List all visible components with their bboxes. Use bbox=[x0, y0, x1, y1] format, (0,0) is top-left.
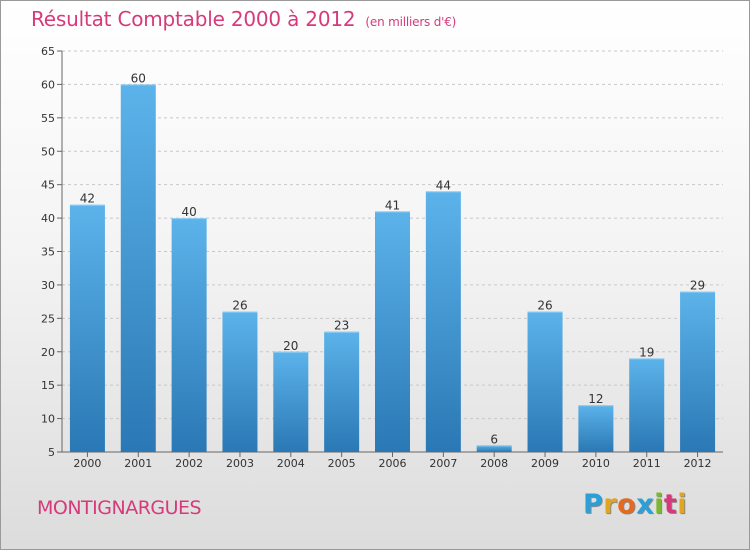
y-tick-label: 30 bbox=[41, 279, 55, 292]
y-tick-label: 25 bbox=[41, 312, 55, 325]
data-label-2000: 42 bbox=[80, 192, 95, 206]
bar-2002 bbox=[171, 218, 207, 452]
bar-2009 bbox=[527, 311, 563, 452]
y-tick-label: 5 bbox=[48, 446, 55, 459]
proxiti-logo: Proxiti bbox=[583, 489, 687, 520]
y-tick-label: 20 bbox=[41, 346, 55, 359]
data-label-2006: 41 bbox=[385, 198, 400, 212]
x-tick-label-2012: 2012 bbox=[684, 457, 712, 470]
bar-2000 bbox=[69, 204, 105, 452]
x-tick-label-2011: 2011 bbox=[633, 457, 661, 470]
bar-2007 bbox=[425, 191, 461, 452]
x-tick-label-2006: 2006 bbox=[379, 457, 407, 470]
logo-letter: o bbox=[617, 489, 637, 520]
y-tick-label: 55 bbox=[41, 112, 55, 125]
bar-2011 bbox=[629, 358, 665, 452]
data-label-2012: 29 bbox=[690, 279, 705, 293]
data-label-2010: 12 bbox=[588, 392, 603, 406]
bar-2005 bbox=[324, 331, 360, 452]
data-label-2009: 26 bbox=[537, 299, 552, 313]
x-tick-label-2003: 2003 bbox=[226, 457, 254, 470]
y-tick-label: 15 bbox=[41, 379, 55, 392]
y-tick-label: 65 bbox=[41, 45, 55, 58]
x-tick-label-2002: 2002 bbox=[175, 457, 203, 470]
bar-2001 bbox=[120, 84, 156, 453]
y-tick-label: 10 bbox=[41, 413, 55, 426]
bar-2010 bbox=[578, 405, 614, 452]
chart-title: Résultat Comptable 2000 à 2012 (en millie… bbox=[31, 7, 456, 31]
data-label-2007: 44 bbox=[436, 178, 451, 192]
data-label-2002: 40 bbox=[181, 205, 196, 219]
x-tick-label-2009: 2009 bbox=[531, 457, 559, 470]
bar-2004 bbox=[273, 351, 309, 452]
bar-2003 bbox=[222, 311, 258, 452]
y-tick-label: 35 bbox=[41, 246, 55, 259]
data-labels: 42 60 40 26 20 23 41 44 6 26 12 19 29 bbox=[80, 71, 705, 446]
logo-letter: t bbox=[663, 489, 678, 520]
bar-2012 bbox=[680, 291, 716, 452]
data-label-2011: 19 bbox=[639, 345, 654, 359]
x-tick-label-2000: 2000 bbox=[73, 457, 101, 470]
logo-letter: r bbox=[603, 489, 618, 520]
bar-2006 bbox=[375, 211, 410, 452]
bar-2008 bbox=[476, 445, 512, 452]
bars bbox=[69, 84, 716, 453]
x-tick-label-2005: 2005 bbox=[328, 457, 356, 470]
x-tick-labels: 2000 2001 2002 2003 2004 2005 2006 2007 2008 2009… bbox=[73, 457, 711, 470]
logo-letter: x bbox=[636, 489, 655, 520]
data-label-2008: 6 bbox=[490, 432, 498, 446]
data-label-2005: 23 bbox=[334, 319, 349, 333]
y-tick-label: 45 bbox=[41, 179, 55, 192]
x-tick-label-2007: 2007 bbox=[429, 457, 457, 470]
y-tick-label: 60 bbox=[41, 78, 55, 91]
chart-subtitle: (en milliers d'€) bbox=[365, 15, 457, 29]
title-text: Résultat Comptable 2000 à 2012 bbox=[31, 7, 356, 31]
y-tick-label: 40 bbox=[41, 212, 55, 225]
data-label-2001: 60 bbox=[131, 71, 146, 85]
y-tick-labels: 5 10 15 20 25 30 35 40 45 50 55 60 65 bbox=[41, 45, 55, 459]
y-tick-label: 50 bbox=[41, 145, 55, 158]
x-tick-label-2010: 2010 bbox=[582, 457, 610, 470]
x-tick-label-2004: 2004 bbox=[277, 457, 305, 470]
logo-letter: i bbox=[654, 489, 664, 520]
x-tick-label-2008: 2008 bbox=[480, 457, 508, 470]
location-name: MONTIGNARGUES bbox=[37, 497, 202, 519]
x-tick-label-2001: 2001 bbox=[124, 457, 152, 470]
logo-letter: i bbox=[677, 489, 688, 520]
logo-letter: P bbox=[583, 489, 604, 520]
data-label-2003: 26 bbox=[232, 299, 247, 313]
data-label-2004: 20 bbox=[283, 339, 298, 353]
